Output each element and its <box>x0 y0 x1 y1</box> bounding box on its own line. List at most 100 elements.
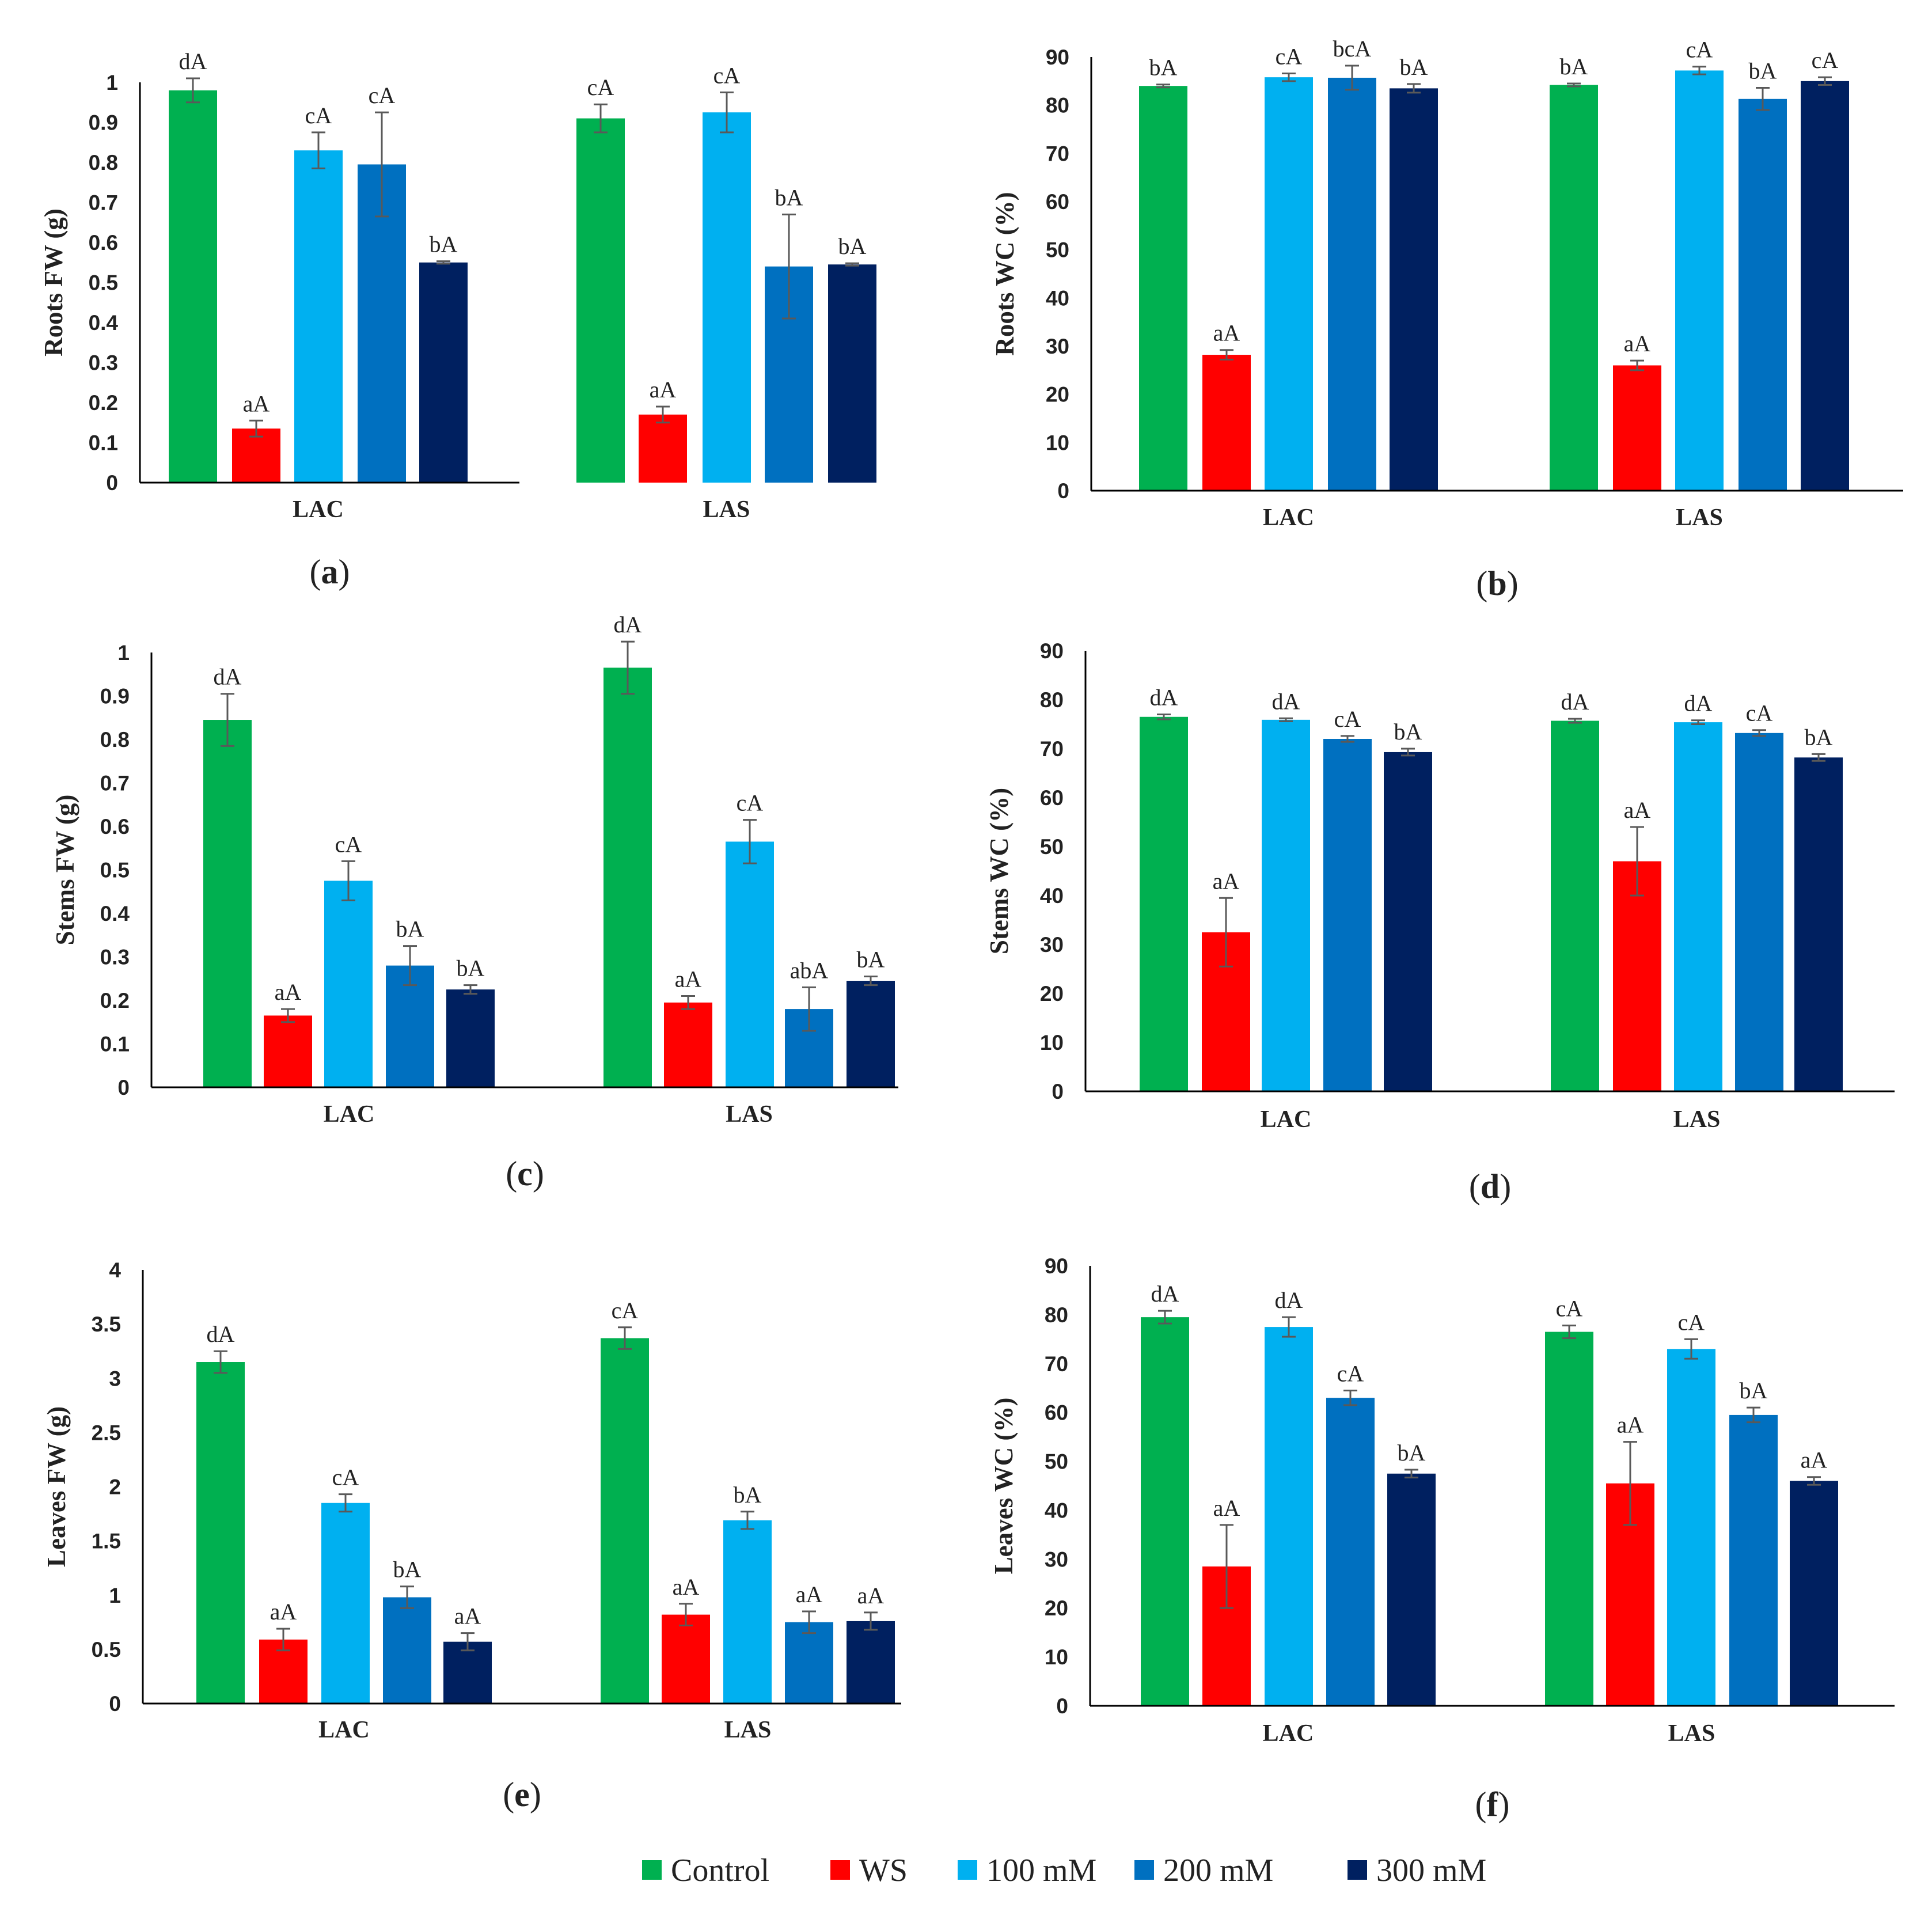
significance-label: cA <box>737 790 764 816</box>
significance-label: aA <box>673 1574 700 1600</box>
error-bar <box>618 1326 632 1350</box>
error-bar <box>221 693 234 747</box>
bar-200-mm-lac <box>358 164 406 483</box>
significance-label: cA <box>335 831 362 857</box>
error-bar <box>1401 748 1415 757</box>
error-bar <box>741 1511 754 1530</box>
bar-300-mm-lac <box>1390 88 1438 491</box>
error-bar <box>1343 1389 1357 1406</box>
significance-label: aA <box>454 1603 481 1629</box>
error-bar <box>276 1628 290 1652</box>
legend-swatch <box>642 1860 662 1880</box>
legend-swatch <box>958 1860 977 1880</box>
error-bar <box>1220 1524 1233 1609</box>
chart-panel-a: 0 0.1 0.2 0.3 0.4 0.5 0.6 0.7 0.8 0.9 1 Roots FW (g… <box>39 48 876 591</box>
significance-label: cA <box>1678 1309 1705 1335</box>
bar-control-lac <box>169 90 217 483</box>
bar-control-las <box>576 118 625 483</box>
error-bar <box>461 1632 475 1652</box>
bar-200-mm-las <box>1739 98 1787 491</box>
bar-100-mm-las <box>1674 722 1722 1091</box>
y-tick-label: 60 <box>1046 190 1069 214</box>
y-tick-label: 4 <box>109 1258 121 1282</box>
panel-label: (e) <box>503 1776 541 1814</box>
error-bar <box>1567 82 1581 88</box>
significance-label: dA <box>1151 1281 1179 1307</box>
significance-label: abA <box>790 957 829 983</box>
y-tick-label: 0.2 <box>100 989 130 1012</box>
legend-label: Control <box>671 1853 769 1888</box>
legend-item: Control <box>642 1853 769 1888</box>
bar-100-mm-las <box>703 112 751 483</box>
significance-label: dA <box>214 664 242 690</box>
error-bar <box>1156 84 1170 89</box>
y-tick-label: 0.3 <box>100 946 130 969</box>
bar-100-mm-lac <box>324 881 373 1087</box>
x-category-label: LAC <box>1263 1720 1314 1747</box>
significance-label: bA <box>1805 724 1833 750</box>
bar-100-mm-lac <box>1265 77 1313 491</box>
y-tick-label: 10 <box>1045 1645 1068 1669</box>
error-bar <box>1405 1469 1418 1479</box>
bar-control-las <box>1550 85 1598 491</box>
error-bar <box>249 419 263 438</box>
significance-label: dA <box>1272 688 1300 714</box>
y-tick-label: 10 <box>1046 431 1069 454</box>
y-tick-label: 90 <box>1040 639 1064 663</box>
error-bar <box>1630 359 1644 371</box>
bar-300-mm-las <box>847 981 895 1087</box>
legend-swatch <box>1134 1860 1154 1880</box>
x-category-label: LAS <box>1668 1720 1715 1747</box>
error-bar <box>621 640 635 695</box>
panel-label: (f) <box>1475 1785 1510 1823</box>
error-bar <box>1407 83 1421 94</box>
bar-200-mm-lac <box>383 1597 431 1704</box>
y-tick-label: 0.4 <box>89 311 119 335</box>
bar-ws-lac <box>264 1015 312 1087</box>
legend-item: 200 mM <box>1134 1853 1273 1888</box>
bar-ws-las <box>1613 365 1661 491</box>
y-tick-label: 0.6 <box>100 815 130 839</box>
y-axis-label: Roots FW (g) <box>39 208 68 356</box>
bar-control-lac <box>203 720 252 1087</box>
y-tick-label: 3.5 <box>92 1312 121 1336</box>
bar-200-mm-las <box>1729 1414 1778 1706</box>
y-tick-label: 1.5 <box>92 1530 121 1553</box>
significance-label: cA <box>1337 1360 1364 1386</box>
y-tick-label: 40 <box>1046 286 1069 310</box>
error-bar <box>400 1585 414 1609</box>
error-bar <box>1623 1441 1637 1526</box>
bar-100-mm-las <box>1675 70 1724 491</box>
bar-100-mm-lac <box>294 150 343 483</box>
significance-label: cA <box>1334 706 1361 732</box>
y-tick-label: 80 <box>1046 94 1069 117</box>
legend-item: 300 mM <box>1348 1853 1486 1888</box>
y-tick-label: 30 <box>1045 1547 1068 1571</box>
error-bar <box>1220 349 1233 361</box>
significance-label: aA <box>1213 868 1240 894</box>
y-tick-label: 70 <box>1046 142 1069 165</box>
y-tick-label: 0.5 <box>92 1638 121 1661</box>
y-tick-label: 60 <box>1045 1401 1068 1425</box>
error-bar <box>1282 72 1296 82</box>
x-category-label: LAC <box>318 1717 370 1743</box>
error-bar <box>802 1610 816 1634</box>
significance-label: bA <box>838 233 867 259</box>
y-tick-label: 30 <box>1046 335 1069 358</box>
y-tick-label: 40 <box>1040 884 1064 908</box>
y-tick-label: 20 <box>1046 383 1069 407</box>
significance-label: aA <box>243 390 270 416</box>
error-bar <box>656 405 670 424</box>
error-bar <box>339 1493 352 1513</box>
y-tick-label: 0.2 <box>89 391 118 415</box>
error-bar <box>1752 729 1766 737</box>
bar-300-mm-lac <box>419 262 468 483</box>
y-tick-label: 10 <box>1040 1031 1064 1054</box>
bar-300-mm-lac <box>1387 1473 1436 1706</box>
error-bar <box>1282 1316 1296 1338</box>
bar-300-mm-lac <box>443 1641 492 1704</box>
y-tick-label: 0.4 <box>100 902 130 925</box>
legend-label: 100 mM <box>986 1853 1096 1888</box>
bar-300-mm-lac <box>446 989 495 1087</box>
y-axis-label: Stems FW (g) <box>51 795 79 946</box>
